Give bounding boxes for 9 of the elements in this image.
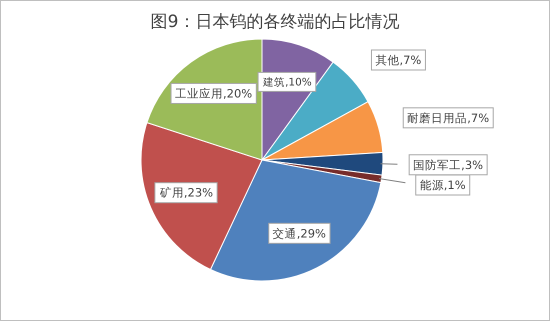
slice-label: 国防军工,3%: [413, 158, 484, 172]
chart-title: 图9：日本钨的各终端的占比情况: [150, 12, 400, 32]
slice-label: 交通,29%: [272, 226, 326, 240]
slice-label: 能源,1%: [420, 178, 466, 192]
slice-label: 建筑,10%: [262, 75, 312, 88]
slice-label: 矿用,23%: [158, 186, 214, 200]
slice-label: 工业应用,20%: [175, 86, 252, 100]
slice-label: 其他,7%: [375, 53, 422, 67]
slice-label: 耐磨日用品,7%: [407, 110, 490, 125]
